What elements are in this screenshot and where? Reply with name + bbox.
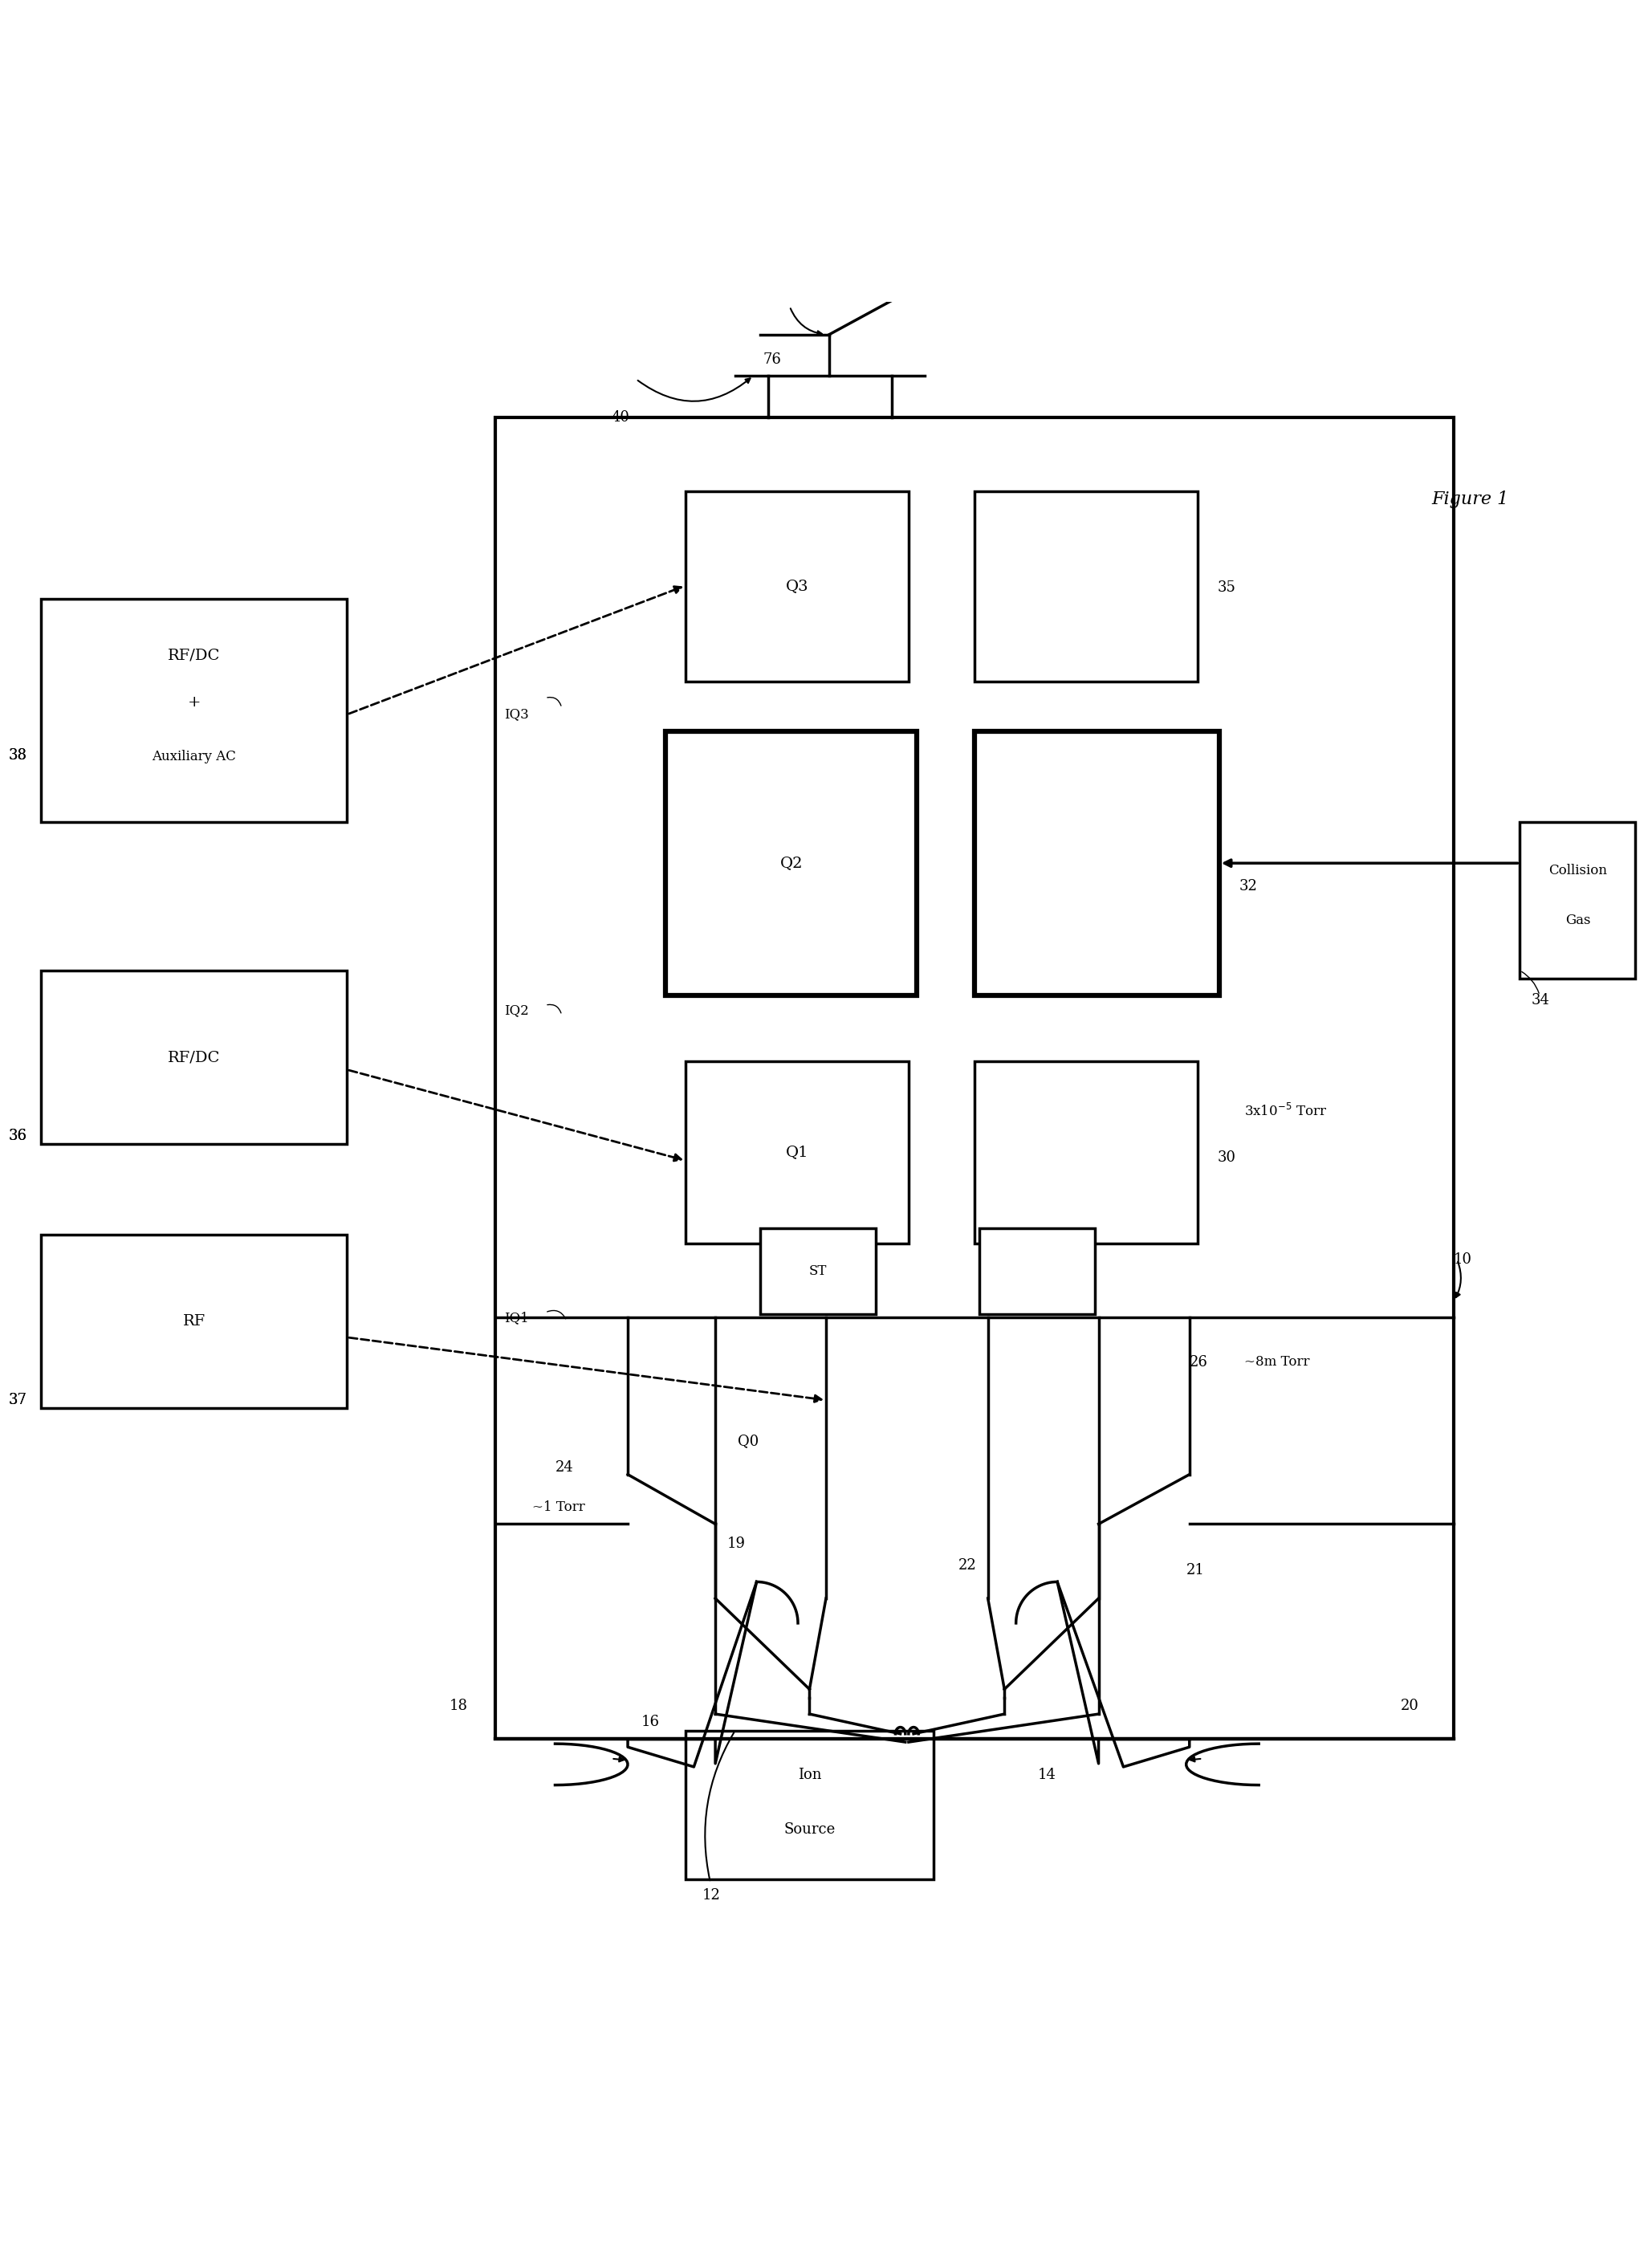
Text: ~1 Torr: ~1 Torr: [532, 1500, 585, 1515]
Text: Ion: Ion: [798, 1768, 821, 1781]
Text: 19: 19: [727, 1536, 745, 1551]
Text: RF/DC: RF/DC: [169, 1051, 220, 1064]
Text: 38: 38: [8, 749, 26, 762]
Text: IQ3: IQ3: [504, 708, 529, 722]
Text: 20: 20: [1401, 1698, 1419, 1714]
Text: IQ1: IQ1: [504, 1310, 529, 1324]
Text: 24: 24: [555, 1461, 573, 1475]
Text: RF: RF: [183, 1315, 205, 1328]
Bar: [41, 600, 347, 821]
Text: Q1: Q1: [786, 1146, 808, 1159]
Text: 36: 36: [8, 1128, 26, 1143]
Text: Figure 1: Figure 1: [1432, 492, 1508, 510]
Text: 14: 14: [1037, 1768, 1056, 1781]
Text: 32: 32: [1239, 879, 1257, 893]
Bar: [975, 492, 1198, 681]
Bar: [975, 1062, 1198, 1243]
Text: 26: 26: [1189, 1355, 1208, 1369]
Text: +: +: [187, 695, 202, 710]
Text: 16: 16: [641, 1716, 659, 1730]
Text: 30: 30: [1218, 1150, 1236, 1164]
Bar: [666, 731, 917, 994]
Text: ~8m Torr: ~8m Torr: [1244, 1355, 1310, 1369]
Bar: [41, 970, 347, 1143]
Bar: [686, 1062, 909, 1243]
Text: 76: 76: [763, 352, 781, 368]
Text: ST: ST: [809, 1265, 826, 1279]
Text: Auxiliary AC: Auxiliary AC: [152, 749, 236, 764]
Text: 35: 35: [1218, 580, 1236, 595]
Text: 36: 36: [8, 1128, 26, 1143]
Bar: [760, 1229, 876, 1315]
Text: 22: 22: [958, 1558, 976, 1572]
Text: 21: 21: [1186, 1563, 1204, 1578]
Bar: [496, 417, 1454, 1739]
Text: Q0: Q0: [738, 1434, 758, 1448]
Text: 10: 10: [1454, 1252, 1472, 1267]
Text: RF/DC: RF/DC: [169, 649, 220, 663]
Bar: [686, 1730, 933, 1878]
Text: 37: 37: [8, 1394, 26, 1407]
Bar: [41, 1236, 347, 1409]
Text: Gas: Gas: [1564, 913, 1591, 927]
Text: 38: 38: [8, 749, 26, 762]
Text: 18: 18: [449, 1698, 468, 1714]
Bar: [686, 492, 909, 681]
Bar: [975, 731, 1219, 994]
Text: 12: 12: [702, 1887, 720, 1903]
Text: Collision: Collision: [1548, 864, 1607, 877]
Text: 3x10$^{-5}$ Torr: 3x10$^{-5}$ Torr: [1244, 1103, 1327, 1118]
Text: IQ2: IQ2: [504, 1003, 529, 1017]
Text: Q3: Q3: [786, 580, 808, 593]
Text: 34: 34: [1531, 992, 1550, 1008]
Bar: [980, 1229, 1095, 1315]
Bar: [1520, 821, 1635, 979]
Text: 37: 37: [8, 1394, 26, 1407]
Text: Q2: Q2: [780, 857, 803, 870]
Text: Source: Source: [783, 1822, 836, 1838]
Text: 40: 40: [611, 410, 629, 424]
